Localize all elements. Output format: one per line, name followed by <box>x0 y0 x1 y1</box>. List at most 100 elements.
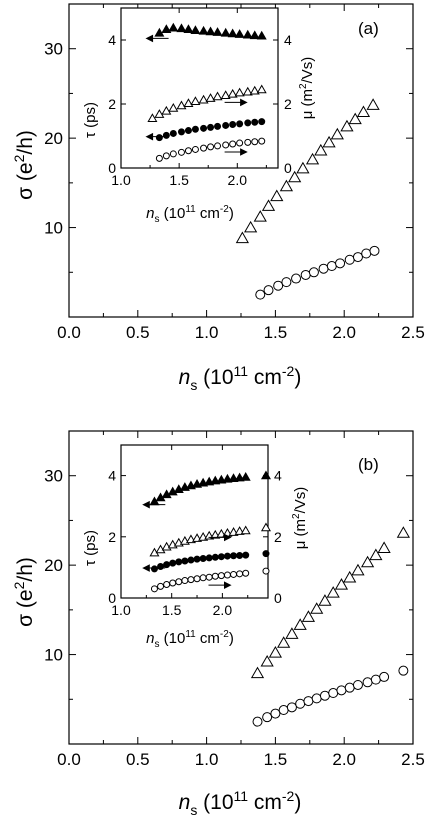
panel-b-inset-open-circle-point <box>217 572 225 580</box>
panel-b-x-tick-label: 2.0 <box>332 750 356 769</box>
panel-a-open-circle-point <box>255 289 266 300</box>
panel-a-inset-filled-triangle-point <box>183 24 194 34</box>
panel-b-open-triangle-point <box>369 548 383 561</box>
panel-a-inset-open-circle-point <box>244 138 252 146</box>
panel-a-inset-open-circle-point <box>177 148 185 156</box>
panel-b-x-label-n: n <box>179 791 191 814</box>
panel-a-open-triangle-point <box>322 135 336 148</box>
panel-b-inset-arrow-left <box>142 564 166 572</box>
panel-a-inset-filled-circle-point <box>214 122 222 130</box>
panel-a-inset-filled-circle-point <box>169 129 177 137</box>
panel-a-inset-x-label-cm: cm <box>196 205 220 222</box>
panel-a-x-label-cm: cm <box>248 366 282 389</box>
panel-b-open-circle-point <box>379 671 390 682</box>
panel-a-inset-filled-circle-point <box>229 120 237 128</box>
panel-b-inset-filled-circle-point <box>211 553 219 561</box>
panel-a-inset-open-circle-point <box>229 140 237 148</box>
panel-a-inset-open-circle-point <box>258 137 266 145</box>
panel-a-open-triangle-point <box>270 189 284 202</box>
panel-b-open-triangle-point <box>260 654 274 667</box>
panel-a-x-tick-label: 1.0 <box>195 323 219 342</box>
panel-a-inset-filled-circle-point <box>184 127 192 135</box>
panel-b-open-triangle-point <box>318 594 332 606</box>
panel-b-open-triangle-point <box>377 541 391 553</box>
panel-b-open-circle-point <box>262 712 273 723</box>
panel-b-inset-open-circle-point <box>205 573 213 581</box>
panel-b-inset-x-label-close: ) <box>229 630 234 647</box>
panel-b-open-triangle-point <box>277 636 291 648</box>
panel-b-inset-filled-circle-point <box>187 556 195 564</box>
panel-a-inset-filled-triangle-point <box>205 26 216 36</box>
panel-a-inset-y-right-label-main: μ (m <box>299 89 316 119</box>
panel-b-x-tick-label: 0.5 <box>126 750 150 769</box>
panel-a-open-circle-point <box>326 261 337 272</box>
panel-a-inset-open-triangle-point <box>249 85 260 95</box>
panel-a-inset-open-triangle-point <box>198 94 209 104</box>
panel-b-inset-y-right-tick-label: 2 <box>274 529 282 545</box>
panel-a-inset-x-label: ns (1011 cm-2) <box>146 204 234 225</box>
panel-b-open-circle-point <box>295 698 306 709</box>
panel-a-open-circle-point <box>335 258 346 269</box>
panel-b-inset-y-tick-label: 4 <box>108 468 116 484</box>
panel-b-inset-x-tick-label: 1.5 <box>162 602 182 618</box>
panel-a-inset-y-right-label-sup: 2 <box>298 83 309 89</box>
panel-b-inset-y-right-tick-label: 4 <box>274 468 282 484</box>
panel-a-inset-filled-triangle-point <box>154 27 165 37</box>
panel-b-inset-filled-triangle-point <box>240 471 251 481</box>
panel-b-inset-open-circle-point <box>150 585 158 593</box>
panel-a-inset-x-tick-label: 2.0 <box>228 172 248 188</box>
panel-b-inset-x-label-cm: cm <box>196 630 220 647</box>
panel-a-inset-open-circle-point <box>155 154 163 162</box>
panel-a-open-circle-point <box>318 263 329 274</box>
panel-a-x-label-unit: (10 <box>197 366 233 389</box>
panel-a-open-circle-point <box>263 285 274 296</box>
panel-b-x-label-close: ) <box>294 791 301 814</box>
panel-a-inset-x-tick-label: 1.0 <box>111 172 131 188</box>
panel-a-y-label-main: σ (e <box>14 162 37 199</box>
panel-b-open-circle-point <box>252 716 263 727</box>
panel-b-open-circle-point <box>336 685 347 696</box>
panel-a-x-tick-label: 0.5 <box>126 323 150 342</box>
panel-a-x-label-exp2: -2 <box>282 363 295 379</box>
panel-b-inset-filled-circle-point <box>230 552 238 560</box>
panel-a-x-tick-label: 2.5 <box>401 323 425 342</box>
panel-b-open-triangle-point <box>285 627 299 639</box>
panel-a-inset-open-triangle-point <box>190 96 201 106</box>
panel-b-x-label-sub: s <box>190 802 197 818</box>
panel-b-open-circle-point <box>311 693 322 704</box>
panel-b-inset-x-tick-label: 2.0 <box>213 602 233 618</box>
panel-b-inset-x-label-exp: 11 <box>185 629 196 640</box>
panel-a-inset-filled-triangle-point <box>161 24 172 34</box>
panel-a-inset-open-circle-point <box>236 139 244 147</box>
panel-b-inset-open-circle-point <box>230 570 238 578</box>
panel-b-open-triangle-point <box>301 610 316 622</box>
panel-a-inset-open-triangle-point <box>205 93 216 102</box>
panel-a-x-tick-label: 2.0 <box>332 323 356 342</box>
panel-a-inset-filled-triangle-point <box>190 25 201 35</box>
panel-b-inset-y-right-tick-label: 0 <box>274 590 282 606</box>
panel-a-inset-arrow-right <box>224 148 248 156</box>
panel-b-inset-open-circle-point <box>175 578 183 586</box>
panel-a-inset-arrow-left <box>145 34 169 43</box>
panel-b-inset-open-circle-point <box>236 570 244 578</box>
panel-a-inset-open-circle-point <box>162 152 170 160</box>
panel-b-open-triangle-point <box>250 666 265 679</box>
panel-a-inset-open-triangle-point <box>234 87 245 97</box>
panel-a-open-circle-point <box>361 248 372 259</box>
panel-b-inset-y-tick-label: 0 <box>108 590 116 606</box>
panel-b-open-circle-point <box>362 677 373 688</box>
panel-a-inset-filled-circle-point <box>236 120 244 128</box>
panel-a-open-triangle-point <box>314 143 328 156</box>
panel-a-x-label-n: n <box>179 366 191 389</box>
panel-a-inset-filled-circle-point <box>200 124 208 132</box>
panel-b-inset-x-label-exp2: -2 <box>220 629 229 640</box>
panel-b-inset-arrow-right <box>208 581 232 589</box>
panel-b-inset-filled-circle-point <box>150 565 158 573</box>
panel-b-inset-filled-circle-point <box>217 553 225 561</box>
panel-b-inset-filled-circle-point <box>236 551 244 559</box>
panel-b-x-label: ns (1011 cm-2) <box>179 788 302 818</box>
panel-b-x-label-cm: cm <box>248 791 282 814</box>
panel-b-inset-filled-circle-point <box>181 557 189 565</box>
